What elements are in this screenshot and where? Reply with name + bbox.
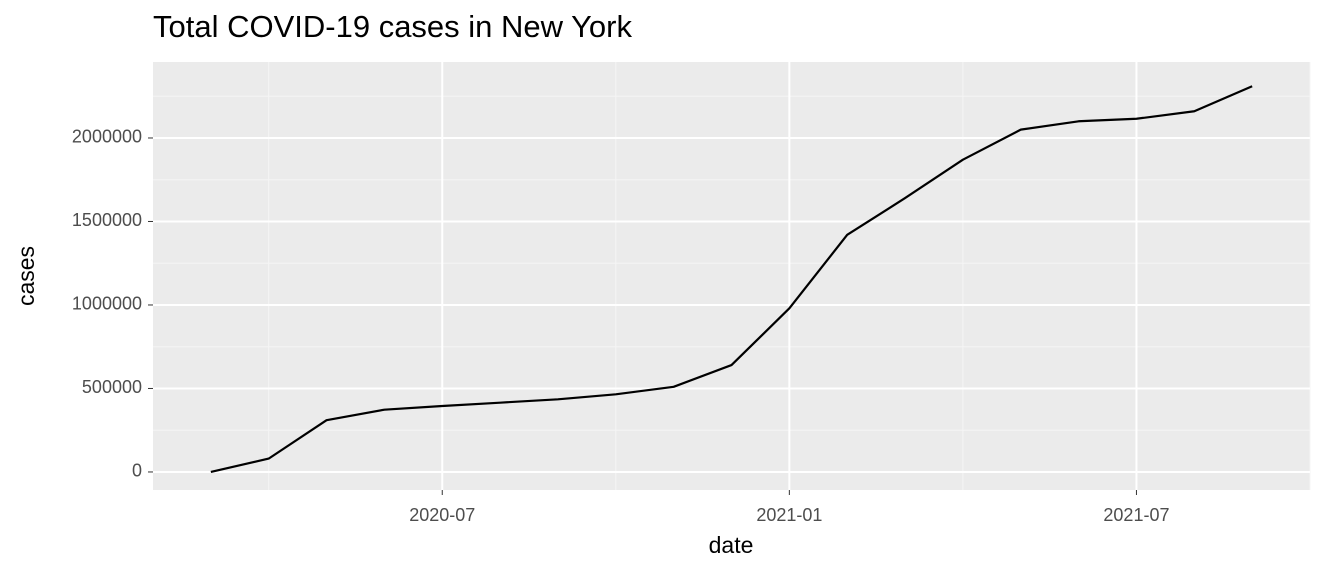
y-tick-label: 0 [132,461,142,481]
x-axis-title: date [709,532,754,558]
y-tick-label: 1000000 [72,294,142,314]
chart-title: Total COVID-19 cases in New York [153,9,632,44]
x-tick-label: 2021-07 [1103,505,1169,525]
y-tick-label: 2000000 [72,127,142,147]
y-tick-label: 1500000 [72,210,142,230]
y-axis-title: cases [13,246,39,306]
x-tick-label: 2020-07 [409,505,475,525]
x-tick-label: 2021-01 [756,505,822,525]
y-tick-label: 500000 [82,377,142,397]
plot-background [153,62,1310,490]
line-series [210,85,1253,474]
